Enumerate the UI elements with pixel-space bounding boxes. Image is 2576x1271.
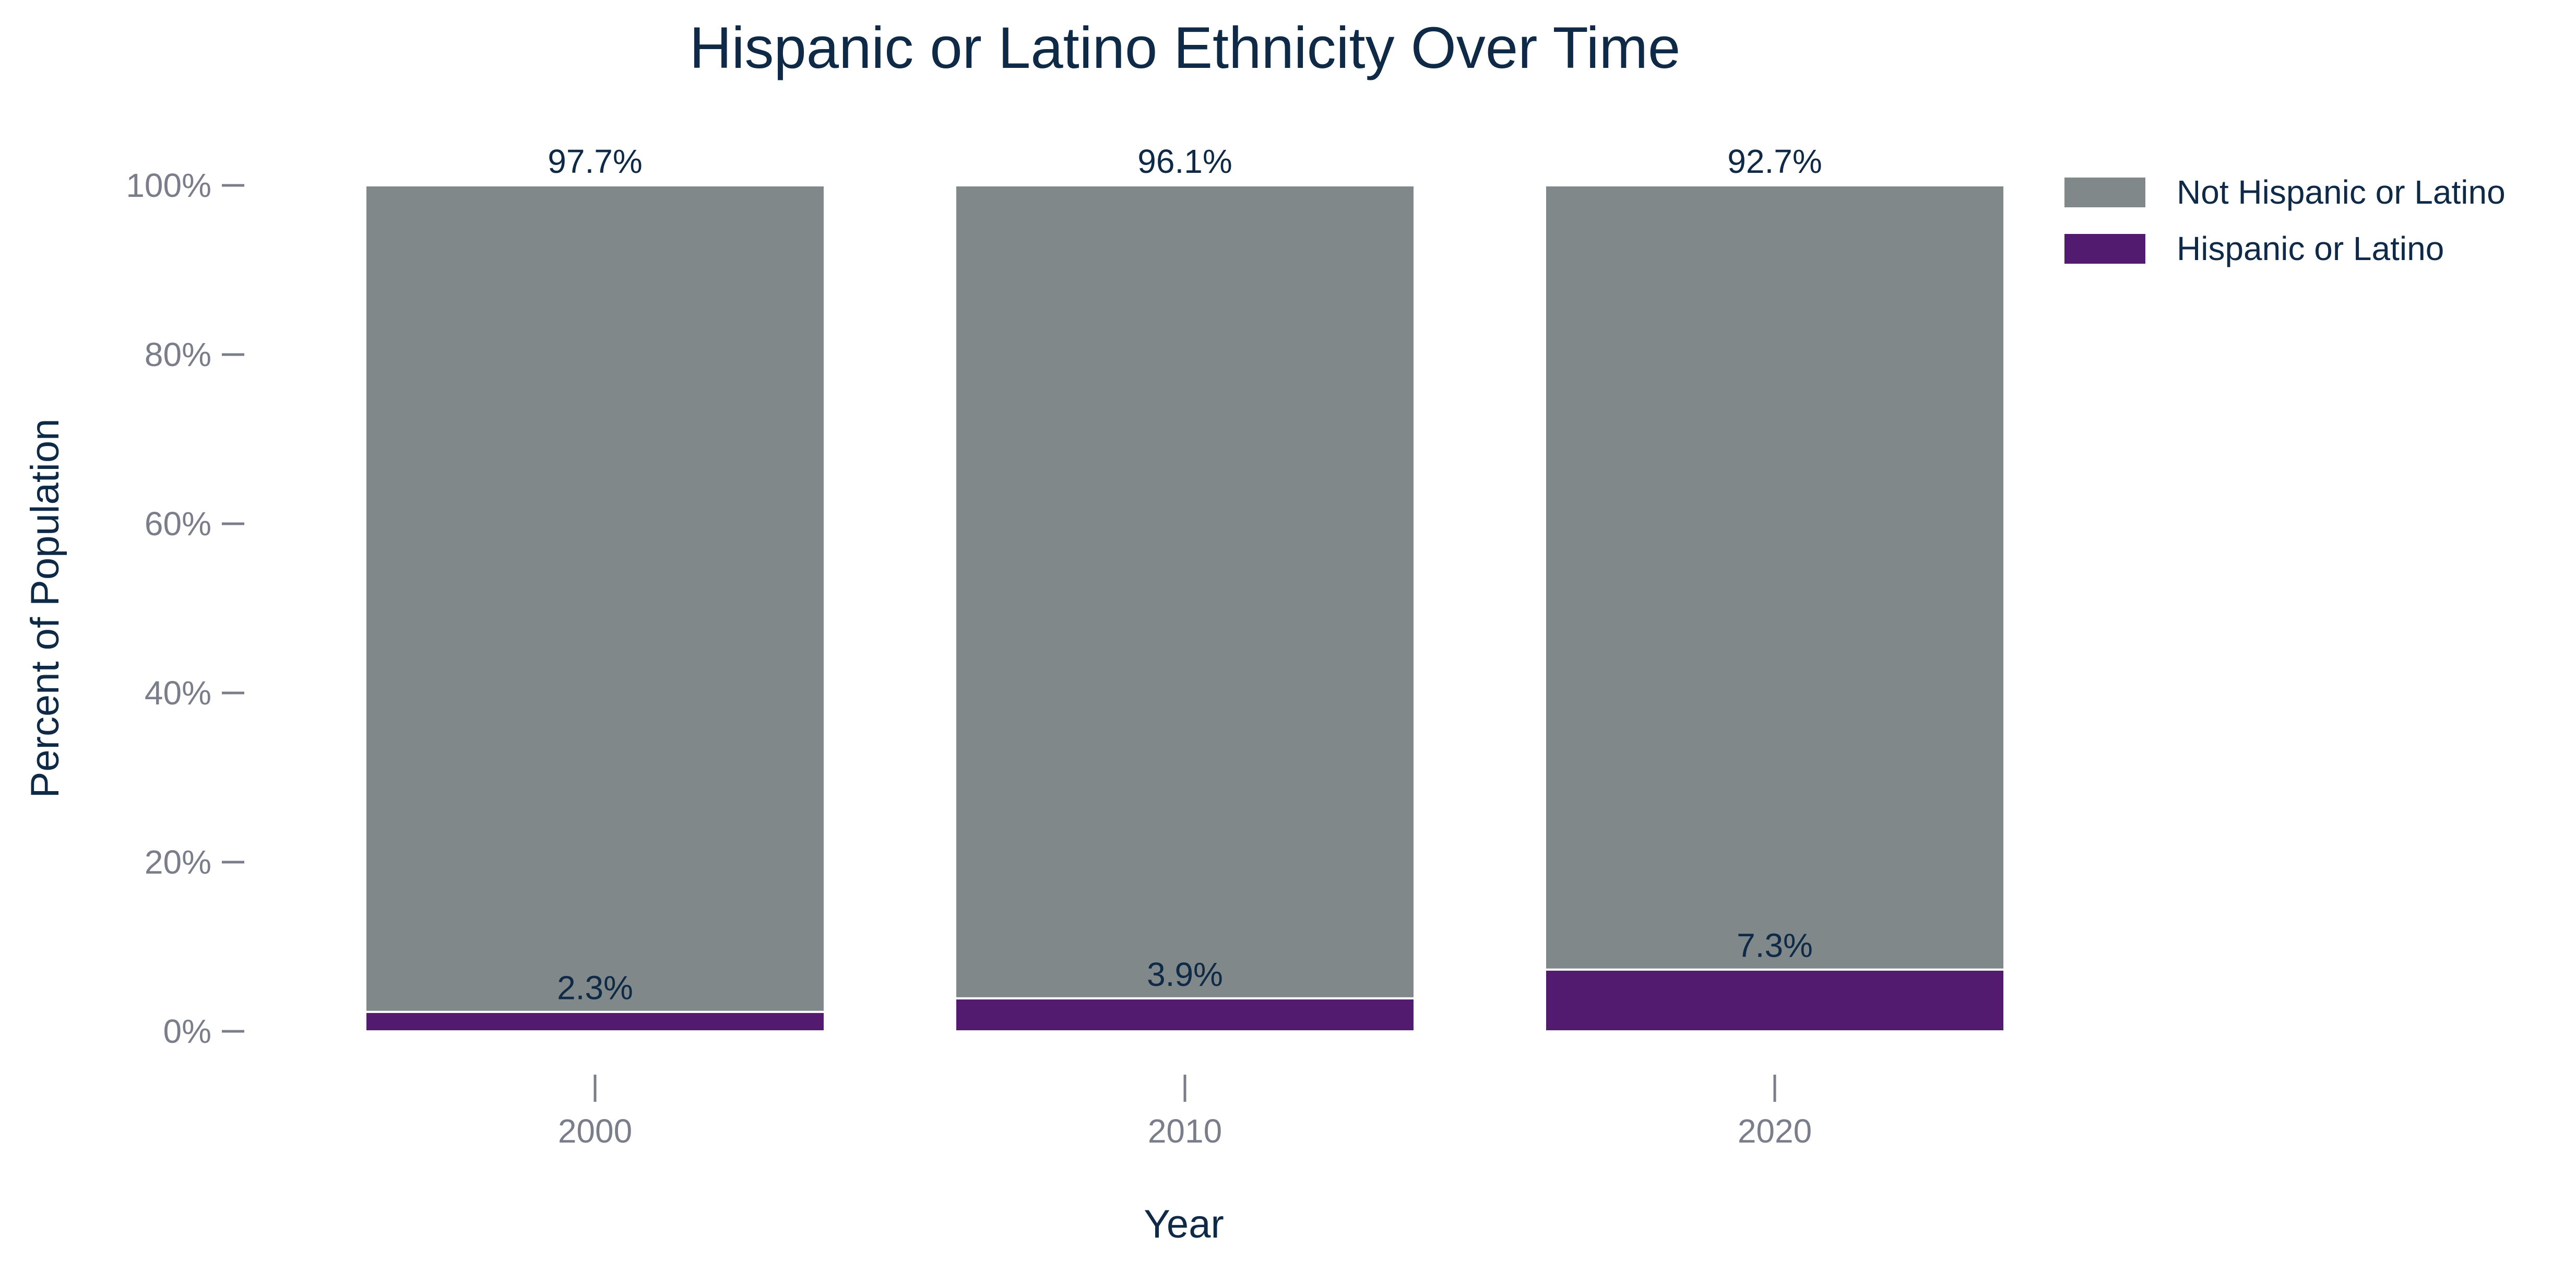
data-label: 92.7% bbox=[1727, 143, 1822, 180]
data-label: 7.3% bbox=[1737, 927, 1813, 964]
y-tick-label: 40% bbox=[145, 674, 211, 712]
data-label: 2.3% bbox=[557, 969, 633, 1007]
x-tick-label: 2010 bbox=[1148, 1112, 1222, 1150]
y-tick-label: 0% bbox=[163, 1013, 212, 1050]
y-tick-label: 80% bbox=[145, 336, 211, 373]
bar-segment bbox=[364, 184, 826, 1013]
legend-label: Not Hispanic or Latino bbox=[2177, 173, 2506, 211]
chart-title: Hispanic or Latino Ethnicity Over Time bbox=[690, 15, 1681, 80]
data-labels: 2.3% 97.7% 3.9% 96.1% 7.3% 92.7% bbox=[548, 143, 1822, 1007]
bar-segment bbox=[1544, 184, 2005, 971]
bar-segment bbox=[954, 997, 1416, 1032]
data-label: 97.7% bbox=[548, 143, 642, 180]
data-label: 3.9% bbox=[1147, 956, 1223, 993]
bar-segment bbox=[954, 184, 1416, 999]
x-tick-label: 2000 bbox=[558, 1112, 632, 1150]
y-axis-title: Percent of Population bbox=[23, 419, 67, 798]
x-axis: 2000 2010 2020 bbox=[558, 1075, 1812, 1150]
x-axis-title: Year bbox=[1144, 1202, 1224, 1246]
y-tick-label: 100% bbox=[126, 167, 211, 204]
bars bbox=[364, 184, 2005, 1032]
x-tick-label: 2020 bbox=[1738, 1112, 1812, 1150]
legend-label: Hispanic or Latino bbox=[2177, 230, 2444, 267]
legend-swatch bbox=[2064, 178, 2145, 207]
y-tick-label: 60% bbox=[145, 505, 211, 543]
data-label: 96.1% bbox=[1137, 143, 1232, 180]
y-tick-label: 20% bbox=[145, 843, 211, 881]
bar-segment bbox=[364, 1010, 826, 1032]
legend-swatch bbox=[2064, 234, 2145, 264]
legend: Not Hispanic or Latino Hispanic or Latino bbox=[2064, 173, 2506, 267]
bar-segment bbox=[1544, 968, 2005, 1032]
y-axis: 0% 20% 40% 60% 80% 100% bbox=[126, 167, 244, 1050]
